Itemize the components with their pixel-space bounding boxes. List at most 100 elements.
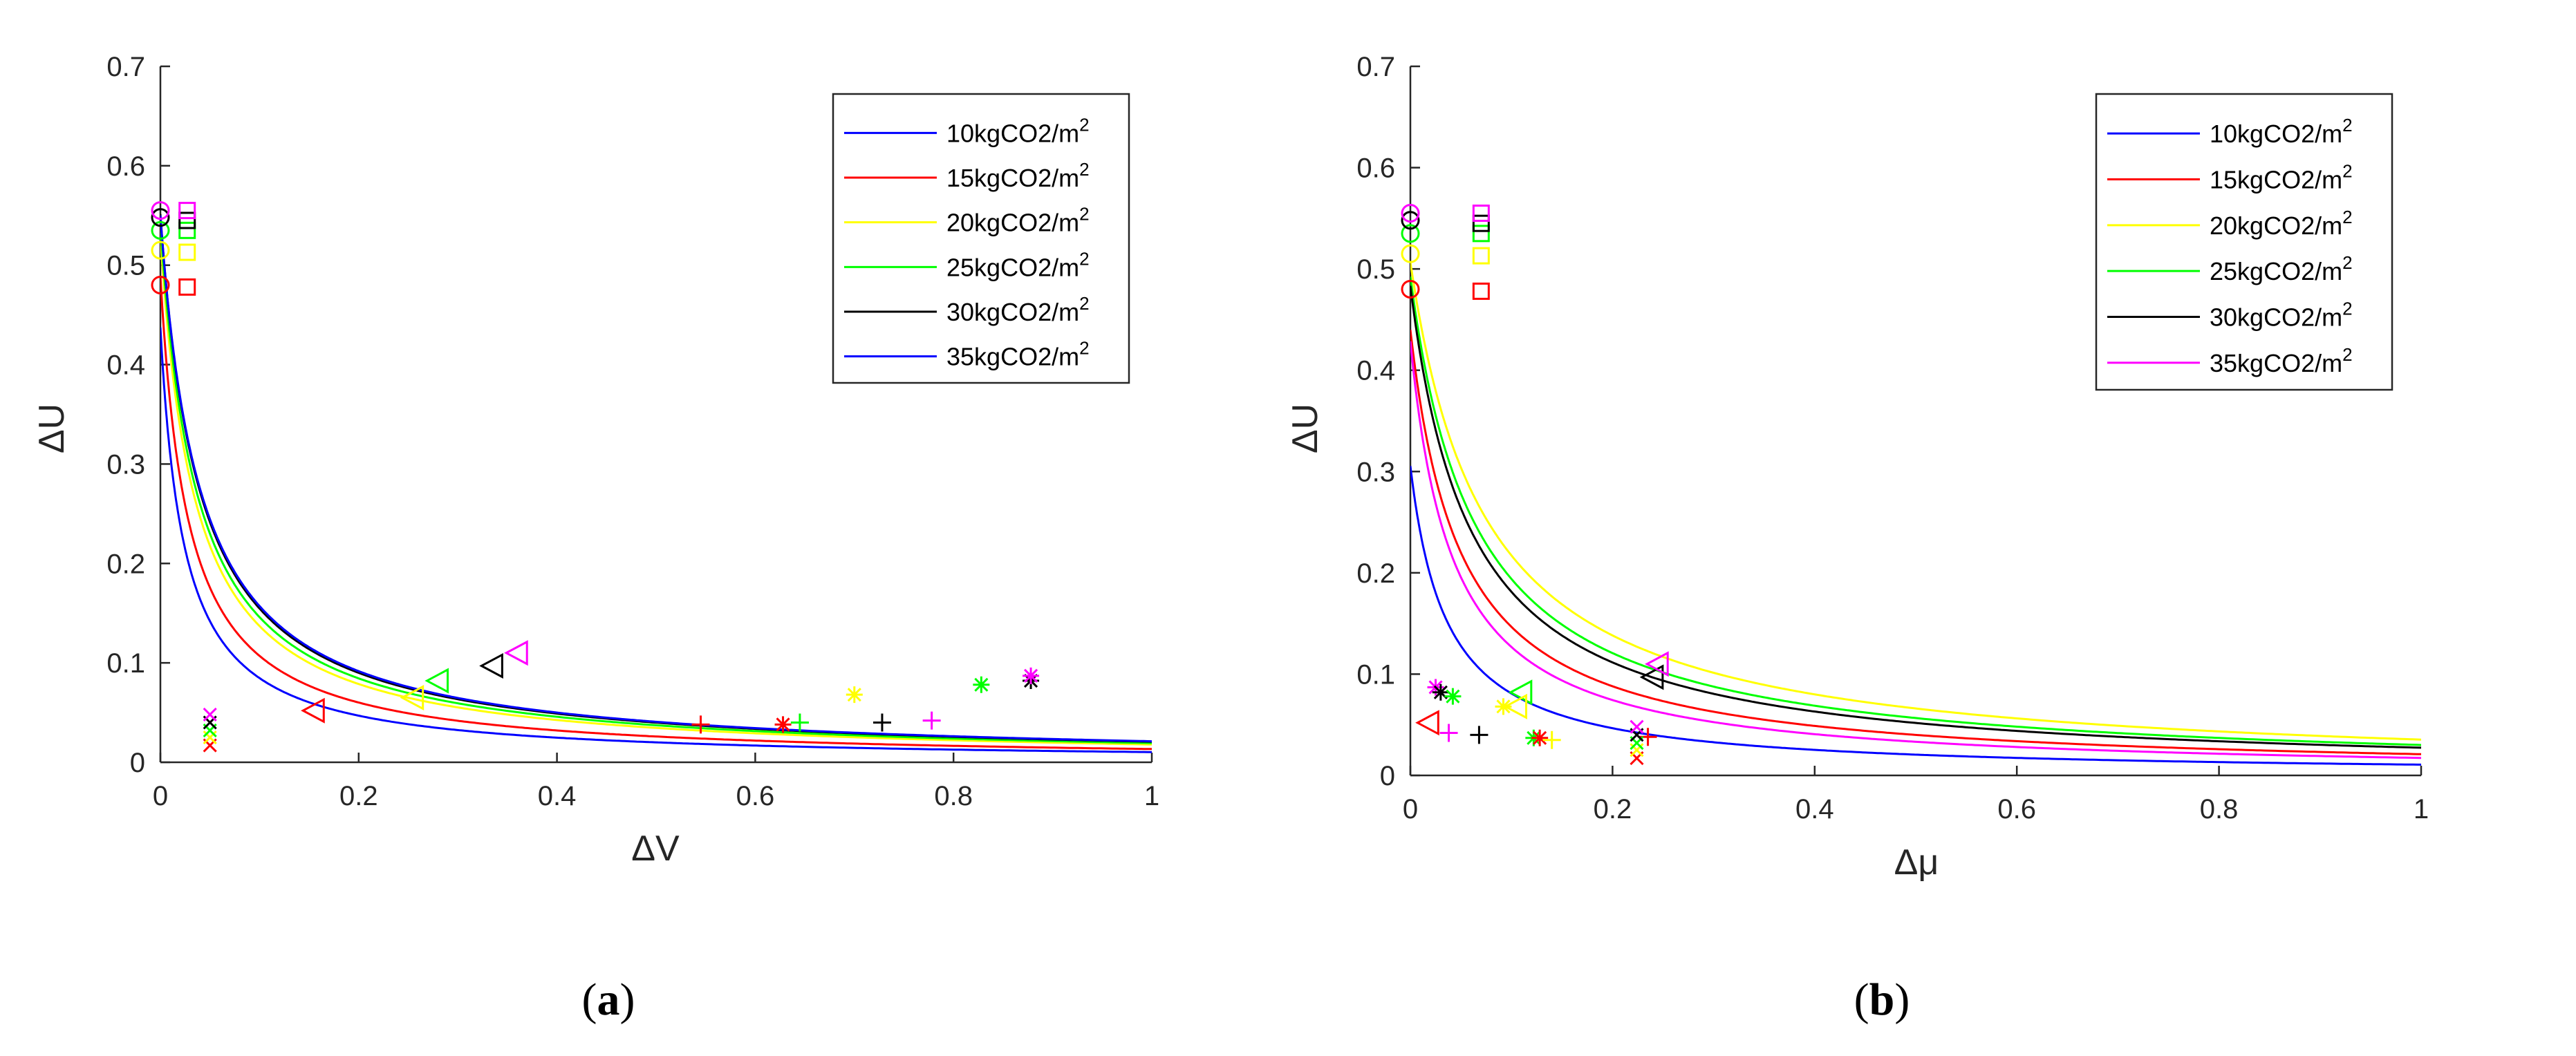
marker-plus: [691, 715, 710, 734]
series-line-2: [160, 236, 1152, 746]
marker-square: [178, 278, 196, 296]
series-line-5: [1410, 341, 2421, 760]
legend-label-name: 25kgCO2/m: [2210, 257, 2342, 285]
marker-square: [1472, 205, 1490, 223]
legend-label-name: 15kgCO2/m: [2210, 166, 2342, 194]
x-tick-label: 0: [1403, 794, 1418, 824]
y-tick-label: 0.2: [106, 549, 145, 579]
marker-square: [1472, 225, 1490, 243]
legend-label-0: 10kgCO2/m2: [946, 114, 1090, 147]
caption-open: (: [1854, 974, 1869, 1025]
legend: 10kgCO2/m215kgCO2/m220kgCO2/m225kgCO2/m2…: [2095, 93, 2393, 391]
marker-asterisk: [1495, 698, 1512, 715]
x-tick-label: 0.6: [1997, 794, 2036, 824]
legend-label-name: 30kgCO2/m: [946, 298, 1079, 326]
marker-square: [178, 202, 196, 220]
x-axis-label: ΔV: [631, 829, 680, 869]
legend-label-2: 20kgCO2/m2: [946, 204, 1090, 237]
marker-triangle-left: [400, 684, 424, 710]
x-tick-label: 0.2: [1594, 794, 1632, 824]
marker-x: [1630, 743, 1644, 757]
y-tick-label: 0.6: [1356, 153, 1395, 184]
y-axis-label: ΔU: [1285, 404, 1325, 453]
legend-label-name: 10kgCO2/m: [2210, 120, 2342, 148]
marker-asterisk: [846, 686, 863, 704]
y-tick-label: 0.7: [106, 52, 145, 82]
series-line-3: [1410, 276, 2421, 746]
legend-label-5: 35kgCO2/m2: [2210, 344, 2353, 377]
marker-x: [1630, 719, 1644, 734]
y-tick-label: 0.4: [1356, 356, 1395, 386]
y-tick-label: 0.1: [106, 648, 145, 679]
scatter-points: [1401, 204, 1669, 766]
legend-label-4: 30kgCO2/m2: [2210, 299, 2353, 332]
y-tick-label: 0.1: [1356, 659, 1395, 690]
legend-label-sup: 2: [2342, 252, 2352, 273]
marker-circle: [1401, 279, 1420, 299]
x-tick-label: 1: [2414, 794, 2429, 824]
x-tick-label: 1: [1144, 781, 1159, 811]
legend-label-sup: 2: [1079, 204, 1089, 225]
marker-triangle-left: [1645, 651, 1669, 677]
marker-circle: [151, 241, 170, 260]
legend-box: [2095, 93, 2393, 391]
y-tick-label: 0.3: [106, 449, 145, 480]
marker-triangle-left: [1639, 664, 1664, 690]
marker-plus: [1470, 726, 1488, 744]
y-tick-label: 0.2: [1356, 558, 1395, 589]
y-tick-label: 0.5: [106, 251, 145, 281]
marker-circle: [151, 220, 170, 240]
series-line-0: [160, 327, 1152, 753]
legend-label-sup: 2: [2342, 299, 2352, 319]
series-line-1: [160, 276, 1152, 751]
marker-asterisk: [1444, 688, 1462, 705]
marker-circle: [151, 208, 170, 227]
panel-caption: (a): [582, 974, 635, 1025]
marker-triangle-left: [301, 697, 325, 724]
marker-plus: [1542, 730, 1561, 749]
marker-circle: [1401, 244, 1420, 263]
series-line-4: [1410, 285, 2421, 749]
caption-letter: b: [1869, 974, 1895, 1025]
legend-label-2: 20kgCO2/m2: [2210, 207, 2353, 240]
caption-open: (: [582, 974, 597, 1025]
caption-letter: a: [597, 974, 620, 1025]
marker-circle: [1401, 211, 1420, 230]
x-tick-label: 0.4: [538, 781, 577, 811]
legend-label-sup: 2: [1079, 159, 1089, 180]
marker-square: [1472, 214, 1490, 232]
legend-label-1: 15kgCO2/m2: [2210, 161, 2353, 194]
y-tick-label: 0: [1380, 761, 1395, 791]
legend-label-name: 35kgCO2/m: [946, 343, 1079, 371]
marker-square: [178, 211, 196, 229]
x-tick-label: 0.6: [736, 781, 775, 811]
legend-label-1: 15kgCO2/m2: [946, 159, 1090, 192]
legend-label-0: 10kgCO2/m2: [2210, 115, 2353, 148]
panel-caption: (b): [1854, 974, 1910, 1025]
marker-square: [178, 221, 196, 239]
marker-asterisk: [1432, 683, 1449, 701]
panel-b: 0 0.2 0.4 0.6 0.8 1 0 0.1 0.2 0.3 0.4 0.5 0.6 0.7 Δμ ΔU…: [1285, 52, 2429, 1025]
marker-x: [203, 730, 217, 745]
caption-close: ): [620, 974, 635, 1025]
marker-asterisk: [1023, 667, 1040, 684]
x-axis-label: Δμ: [1894, 842, 1939, 883]
y-tick-label: 0: [130, 748, 145, 778]
marker-plus: [1439, 724, 1458, 742]
y-tick-label: 0.6: [106, 151, 145, 182]
legend-label-sup: 2: [2342, 207, 2352, 227]
marker-triangle-left: [479, 652, 503, 679]
x-tick-label: 0.8: [934, 781, 973, 811]
panel-a: 0 0.2 0.4 0.6 0.8 1 0 0.1 0.2 0.3 0.4 0.5 0.6 0.7 ΔV ΔU…: [32, 52, 1159, 1025]
legend-label-name: 30kgCO2/m: [2210, 303, 2342, 332]
marker-circle: [151, 275, 170, 294]
marker-plus: [790, 713, 809, 732]
legend-label-name: 25kgCO2/m: [946, 253, 1079, 281]
legend-label-sup: 2: [2342, 115, 2352, 135]
y-axis-label: ΔU: [32, 404, 72, 453]
x-tick-label: 0.4: [1795, 794, 1834, 824]
legend-label-3: 25kgCO2/m2: [946, 248, 1090, 281]
marker-plus: [872, 713, 891, 732]
legend-label-sup: 2: [1079, 248, 1089, 269]
marker-x: [203, 707, 217, 722]
